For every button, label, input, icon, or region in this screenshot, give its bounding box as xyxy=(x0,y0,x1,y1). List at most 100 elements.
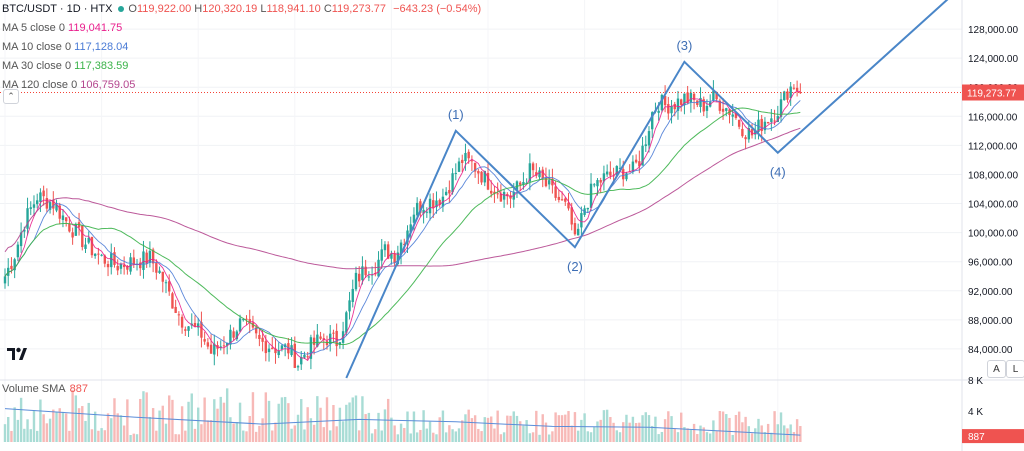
candle-body xyxy=(106,264,110,268)
volume-bar xyxy=(528,433,532,442)
volume-bar xyxy=(557,415,561,442)
volume-bar xyxy=(792,432,796,442)
symbol-row: BTC/USDT · 1D · HTX O119,922.00 H120,320.… xyxy=(2,0,481,19)
volume-bar xyxy=(261,418,264,442)
candle-body xyxy=(306,356,309,358)
volume-bar xyxy=(747,426,751,442)
indicator-value: 117,383.59 xyxy=(74,60,129,72)
candle-body xyxy=(122,264,126,268)
candle-body xyxy=(486,172,490,190)
volume-bar xyxy=(657,434,660,442)
candle-body xyxy=(290,345,293,356)
candle-body xyxy=(354,272,358,290)
volume-bar xyxy=(425,428,429,442)
candle-body xyxy=(151,249,155,264)
candle-body xyxy=(432,200,435,208)
candle-body xyxy=(747,128,751,140)
chevron-up-icon: ⌃ xyxy=(7,91,15,101)
volume-bars xyxy=(3,388,802,442)
volume-axis[interactable]: 4 K 8 K 887 xyxy=(962,376,1024,444)
volume-bar xyxy=(615,430,618,442)
volume-bar xyxy=(718,410,722,442)
candle-body xyxy=(390,253,393,259)
volume-bar xyxy=(422,410,425,442)
volume-bar xyxy=(634,423,638,442)
open-value: 119,922.00 xyxy=(136,3,192,15)
candle-body xyxy=(345,312,348,333)
candle-body xyxy=(670,106,673,114)
volume-bar xyxy=(132,433,135,442)
candle-body xyxy=(763,121,767,131)
candle-body xyxy=(168,281,171,292)
candle-body xyxy=(496,193,499,195)
candle-body xyxy=(248,319,251,323)
volume-bar xyxy=(589,432,593,442)
volume-bar xyxy=(406,411,409,442)
candle-body xyxy=(467,151,470,159)
price-tick-label: 88,000.00 xyxy=(968,316,1013,327)
volume-bar xyxy=(737,411,741,442)
elliott-wave-drawing[interactable]: (1) (2) (3) (4) xyxy=(345,0,971,379)
volume-bar xyxy=(319,407,322,442)
volume-bar xyxy=(29,429,32,442)
volume-bar xyxy=(341,421,345,442)
tradingview-logo-icon[interactable] xyxy=(6,344,28,362)
symbol-title[interactable]: BTC/USDT · 1D · HTX xyxy=(2,3,113,15)
volume-bar xyxy=(535,410,538,442)
volume-bar xyxy=(554,412,557,442)
candle-body xyxy=(300,356,303,365)
market-status-dot-icon xyxy=(118,5,125,12)
volume-bar xyxy=(151,408,155,442)
indicator-ma120[interactable]: MA 120 close 0 106,759.05 xyxy=(2,76,481,95)
volume-bar xyxy=(248,416,251,442)
change-value: −643.23 (−0.54%) xyxy=(393,3,482,15)
volume-bar xyxy=(754,428,757,442)
candle-body xyxy=(689,92,693,103)
candle-body xyxy=(573,223,577,235)
candle-body xyxy=(184,329,187,331)
volume-bar xyxy=(380,430,383,442)
candle-body xyxy=(567,202,570,209)
indicator-value: 119,041.75 xyxy=(68,22,123,34)
low-value: 118,941.10 xyxy=(266,3,321,15)
candle-body xyxy=(570,207,573,225)
volume-bar xyxy=(71,389,74,442)
candle-body xyxy=(225,342,229,346)
candle-body xyxy=(737,119,741,127)
volume-bar xyxy=(74,395,78,442)
volume-bar xyxy=(122,425,126,442)
wave-polyline[interactable] xyxy=(345,0,971,379)
volume-bar xyxy=(789,424,792,442)
indicator-ma5[interactable]: MA 5 close 0 119,041.75 xyxy=(2,19,481,38)
wave-label: (3) xyxy=(676,38,692,53)
volume-bar xyxy=(106,413,110,442)
volume-bar xyxy=(538,434,541,442)
indicator-ma10[interactable]: MA 10 close 0 117,128.04 xyxy=(2,38,481,57)
volume-bar xyxy=(193,428,197,442)
volume-bar xyxy=(283,396,287,442)
auto-scale-button[interactable]: A xyxy=(987,360,1006,378)
volume-bar xyxy=(242,430,245,442)
volume-bar xyxy=(235,422,239,442)
volume-bar xyxy=(795,419,799,442)
candle-body xyxy=(293,343,296,368)
collapse-legend-button[interactable]: ⌃ xyxy=(3,89,19,104)
volume-bar xyxy=(184,430,187,442)
volume-bar xyxy=(612,422,615,442)
volume-bar xyxy=(10,430,13,442)
volume-bar xyxy=(560,415,564,442)
volume-bar xyxy=(564,414,567,442)
candle-body xyxy=(377,259,380,277)
volume-bar xyxy=(454,431,457,442)
candle-body xyxy=(499,193,503,202)
indicator-ma30[interactable]: MA 30 close 0 117,383.59 xyxy=(2,57,481,76)
candle-body xyxy=(702,99,705,112)
volume-bar xyxy=(177,434,181,442)
candle-body xyxy=(647,131,651,146)
log-scale-button[interactable]: L xyxy=(1006,360,1024,378)
volume-bar xyxy=(155,430,158,442)
volume-legend-label: Volume SMA xyxy=(2,383,66,395)
volume-legend[interactable]: Volume SMA 887 xyxy=(2,383,88,395)
volume-bar xyxy=(126,399,129,442)
